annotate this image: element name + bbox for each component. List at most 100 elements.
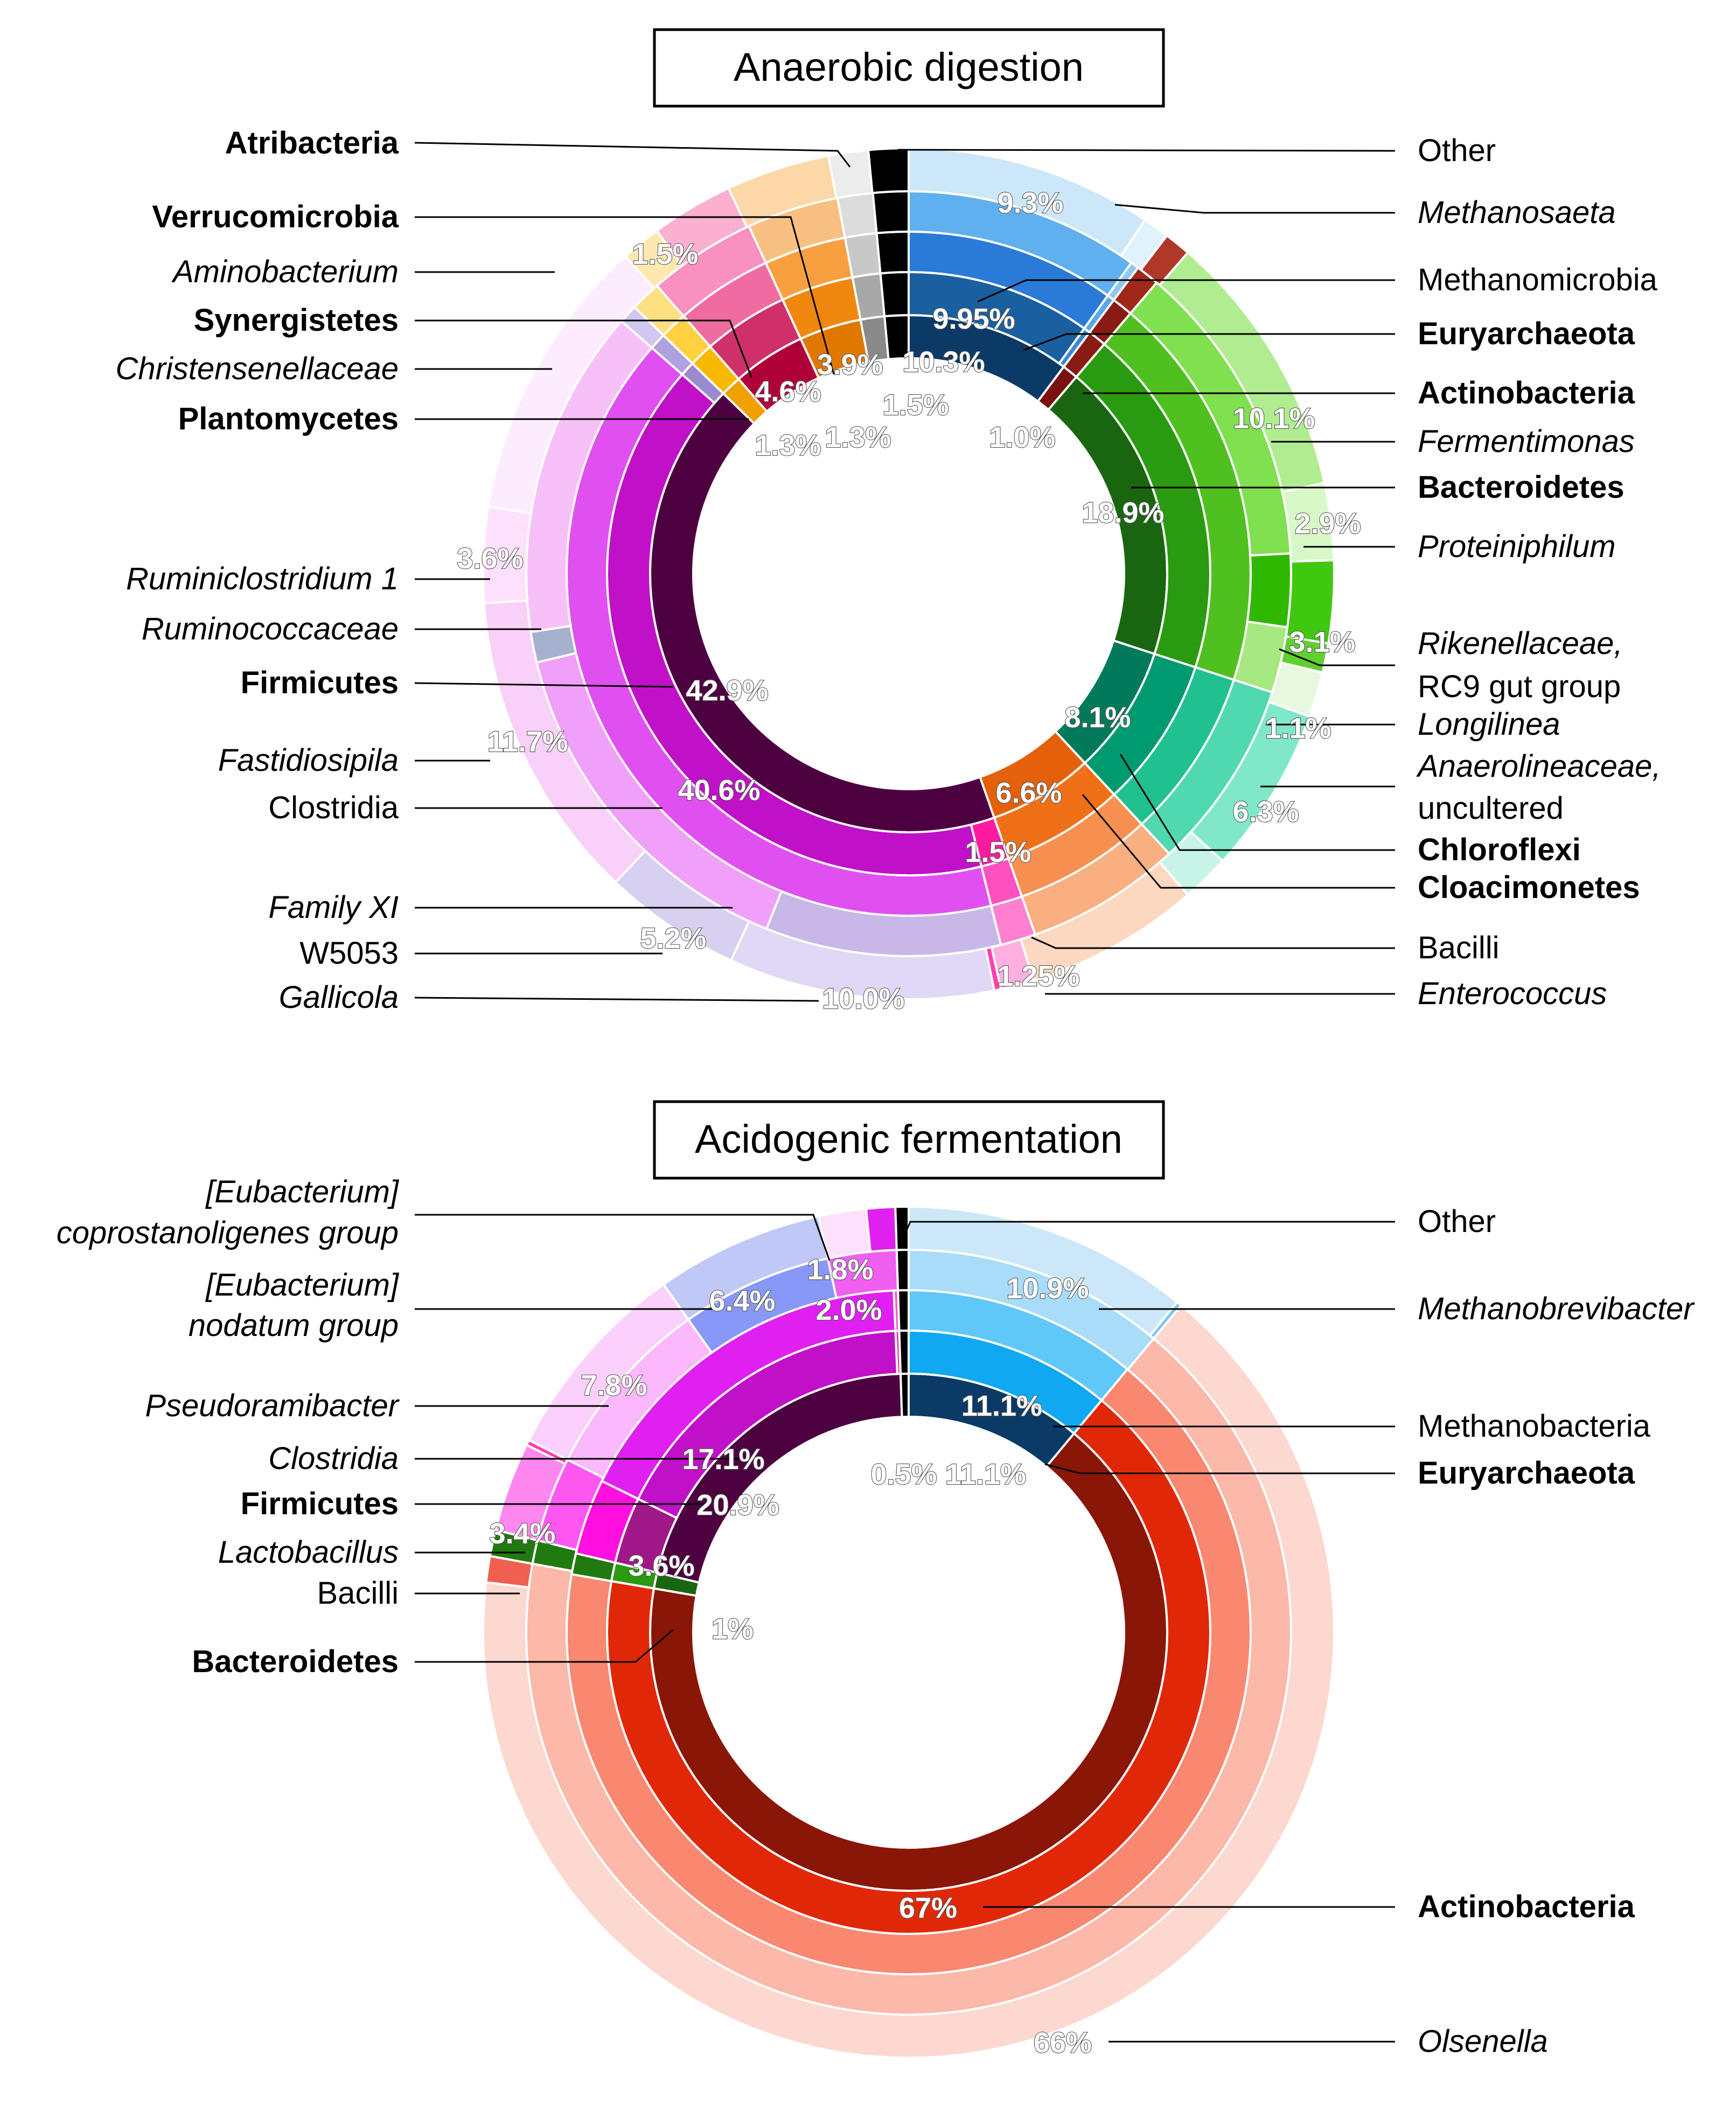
label-christensenellaceae: Christensenellaceae (115, 351, 399, 386)
pct-cloacimonetes: 6.6% (995, 777, 1062, 809)
pct-euryarchaeota: 10.3% (902, 346, 985, 378)
label-aminobacterium: Aminobacterium (171, 254, 399, 289)
pct-methanobacteria: 11.1% (961, 1390, 1042, 1422)
label-methanobacteria: Methanobacteria (1418, 1409, 1651, 1444)
pct-eub-coprostanoligenes: 1.8% (807, 1254, 873, 1286)
pct-actinobacteria: 1.0% (989, 421, 1055, 454)
pct-plantomycetes: 1.3% (755, 429, 821, 462)
leader-cloacimonetes (1082, 794, 1395, 889)
label-cloacimonetes: Cloacimonetes (1418, 870, 1640, 905)
label-bacilli: Bacilli (1418, 930, 1500, 965)
label-anaerolineaceae: Anaerolineaceae, (1416, 749, 1661, 784)
leader-firmicutes (414, 682, 674, 688)
pct-anaerolineaceae: 6.3% (1232, 796, 1299, 828)
pct-other: 1.5% (882, 389, 949, 421)
label-ruminococcaceae: Ruminococcaceae (142, 611, 399, 646)
segment-c1-r5-atribacteria (827, 149, 874, 200)
pct-chloroflexi: 8.1% (1064, 701, 1131, 734)
pct-fermentimonas: 10.1% (1232, 402, 1315, 435)
leader-bacteroidetes-2 (415, 1628, 674, 1663)
pct-bacteroidetes-2: 1% (712, 1613, 754, 1645)
leader-methanosaeta (1114, 204, 1395, 214)
pct-other-2: 0.5% (870, 1458, 937, 1491)
label-eub-1: [Eubacterium] (205, 1174, 400, 1209)
label-rc9-gut-group: RC9 gut group (1418, 669, 1621, 704)
pct-atribacteria: 1.3% (825, 421, 891, 454)
pct-actinobacteria-2: 67% (899, 1892, 957, 1924)
leader-gallicola (414, 997, 819, 1002)
chart-anaerobic: Anaerobic digestion 1.3% (115, 28, 1661, 1015)
leader-verrucomicrobia (415, 216, 835, 375)
segment-c1-r3-atribacteria (843, 232, 882, 279)
segment-c1-r4-rikenellaceae (1246, 552, 1292, 629)
segment-c2-r2-other (898, 1329, 910, 1375)
label-eub-2: [Eubacterium] (205, 1268, 400, 1303)
label-chloroflexi: Chloroflexi (1418, 832, 1581, 867)
leader-atribacteria (414, 142, 851, 168)
segment-c1-r5-other (867, 147, 910, 194)
leader-euryarchaeota-2 (1044, 1463, 1395, 1474)
segment-c1-r4-atribacteria (836, 191, 878, 239)
pct-ruminiclostridium: 3.6% (457, 542, 523, 575)
label-plantomycetes: Plantomycetes (178, 401, 399, 436)
label-ruminiclostridium: Ruminiclostridium 1 (126, 561, 399, 596)
pct-methanobrevibacter: 10.9% (1006, 1272, 1089, 1305)
pct-pseudoramibacter: 7.8% (581, 1369, 647, 1402)
pct-firmicutes-other: 2.0% (815, 1294, 882, 1326)
label-fermentimonas: Fermentimonas (1418, 424, 1635, 459)
pct-fastidiosipila: 11.7% (487, 726, 568, 758)
pct-proteiniphilum: 2.9% (1294, 507, 1361, 540)
label-methanomicrobia: Methanomicrobia (1418, 262, 1658, 297)
label-synergistetes: Synergistetes (194, 303, 399, 338)
label-bacteroidetes: Bacteroidetes (1418, 470, 1625, 505)
pct-longilinea: 1.1% (1265, 712, 1331, 744)
leader-chloroflexi (1119, 754, 1395, 851)
label-clostridia-2: Clostridia (268, 1441, 399, 1476)
pct-verrucomicrobia: 3.9% (817, 349, 883, 381)
leader-other-2 (900, 1221, 1395, 1245)
label-other: Other (1418, 133, 1496, 168)
label-methanosaeta: Methanosaeta (1418, 195, 1616, 230)
pct-clostridia-2: 17.1% (682, 1443, 764, 1475)
segment-c2-r5-other (894, 1205, 910, 1251)
chart-acidogenic: Acidogenic fermentation 0.5% 11.1% 11.1%… (57, 1100, 1695, 2059)
chart-2-title-box (653, 1100, 1165, 1180)
leader-rikenellaceae (1279, 648, 1395, 666)
pct-lactobacillus: 3.4% (489, 1518, 555, 1550)
pct-synergistetes: 4.6% (755, 375, 821, 408)
leader-euryarchaeota (1023, 333, 1395, 351)
label-olsenella: Olsenella (1418, 2024, 1548, 2059)
segment-c1-r3-other (875, 230, 910, 275)
chart-2-rings (482, 1205, 1335, 2059)
pct-firmicutes-2: 20.9% (696, 1489, 779, 1521)
label-bacilli-2: Bacilli (317, 1576, 399, 1611)
label-pseudoramibacter: Pseudoramibacter (145, 1388, 400, 1423)
label-family-xi: Family XI (268, 890, 399, 925)
segment-c2-r5-olsenella (482, 1304, 1335, 2059)
leader-other (889, 149, 1396, 165)
label-ruminiclostridium-text: Ruminiclostridium 1 (126, 561, 399, 596)
segment-c1-r4-other (872, 190, 910, 234)
chart-1-title-box (653, 28, 1165, 108)
label-lactobacillus: Lactobacillus (218, 1535, 399, 1570)
leader-methanomicrobia (977, 279, 1395, 303)
label-verrucomicrobia: Verrucomicrobia (152, 199, 399, 234)
label-rikenellaceae: Rikenellaceae, (1418, 626, 1622, 661)
pct-enterococcus: 1.25% (997, 960, 1079, 992)
label-longilinea: Longilinea (1418, 707, 1560, 742)
pct-olsenella: 66% (1034, 2027, 1092, 2059)
pct-bacilli: 1.5% (965, 836, 1031, 868)
segment-c2-r5-firmicutes-other (864, 1206, 898, 1253)
label-gallicola: Gallicola (279, 980, 399, 1015)
label-actinobacteria: Actinobacteria (1418, 375, 1635, 410)
pct-methanomicrobia: 9.95% (932, 303, 1015, 335)
pct-methanosaeta: 9.3% (997, 187, 1063, 219)
pct-firmicutes: 42.9% (686, 674, 768, 707)
pct-aminobacterium: 1.5% (632, 238, 698, 270)
pct-euryarchaeota-2: 11.1% (945, 1458, 1026, 1491)
chart-1-title: Anaerobic digestion (734, 45, 1084, 89)
segment-c1-r2-other (879, 270, 910, 318)
pct-bacteroidetes: 18.9% (1082, 497, 1164, 529)
label-coprostanoligenes-group: coprostanoligenes group (57, 1215, 399, 1250)
